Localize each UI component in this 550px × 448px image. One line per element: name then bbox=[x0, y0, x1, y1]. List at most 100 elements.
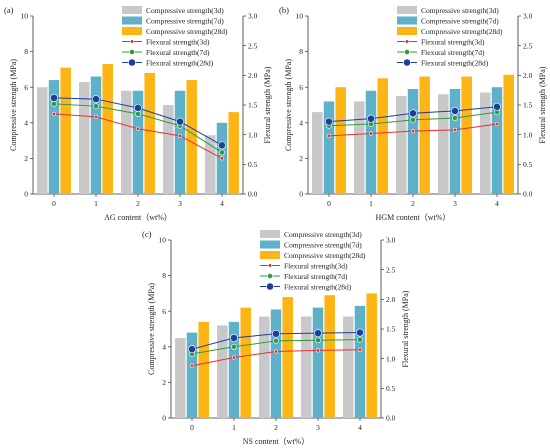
data-point bbox=[273, 337, 279, 344]
legend-label: Flexural strength(7d) bbox=[146, 48, 210, 57]
data-point bbox=[315, 337, 321, 344]
legend-marker bbox=[267, 273, 273, 279]
legend-swatch bbox=[260, 230, 280, 238]
data-point bbox=[219, 156, 225, 161]
legend-label: Compressive strength(3d) bbox=[146, 6, 224, 15]
legend-label: Flexural strength(3d) bbox=[146, 37, 210, 46]
bar bbox=[132, 90, 144, 194]
data-point bbox=[452, 127, 458, 133]
legend-label: Flexural strength(28d) bbox=[421, 58, 489, 67]
x-tick-label: 3 bbox=[178, 199, 182, 208]
bar bbox=[48, 80, 60, 194]
y-tick-label: 8 bbox=[162, 271, 166, 280]
bar bbox=[198, 321, 209, 418]
legend-swatch bbox=[122, 27, 142, 35]
data-point bbox=[410, 116, 416, 123]
y2-tick-label: 2.0 bbox=[248, 71, 258, 80]
bar bbox=[343, 316, 354, 418]
bar bbox=[503, 74, 514, 194]
panel-label: (a) bbox=[4, 5, 14, 15]
bar bbox=[144, 72, 155, 194]
y2-tick-label: 1.0 bbox=[386, 354, 396, 363]
bar bbox=[37, 87, 48, 194]
bar bbox=[282, 296, 293, 418]
legend-label: Flexural strength(7d) bbox=[421, 48, 485, 57]
data-point bbox=[356, 328, 364, 337]
y-tick-label: 8 bbox=[24, 47, 28, 56]
y-tick-label: 2 bbox=[24, 154, 28, 163]
x-tick-label: 1 bbox=[232, 423, 236, 432]
legend-label: Flexural strength(3d) bbox=[421, 37, 485, 46]
bar bbox=[480, 92, 491, 194]
y2-tick-label: 2.5 bbox=[523, 41, 533, 50]
y-tick-label: 4 bbox=[162, 342, 166, 351]
data-point bbox=[93, 103, 99, 110]
bar bbox=[438, 94, 449, 194]
legend-marker bbox=[403, 58, 411, 67]
bar bbox=[240, 307, 251, 418]
legend-label: Flexural strength(7d) bbox=[284, 272, 348, 281]
bar bbox=[354, 305, 366, 418]
bar bbox=[228, 112, 239, 194]
x-tick-label: 2 bbox=[411, 199, 415, 208]
data-point bbox=[50, 93, 58, 102]
legend-label: Flexural strength(28d) bbox=[146, 58, 214, 67]
data-point bbox=[176, 117, 184, 126]
legend-swatch bbox=[397, 6, 417, 14]
bar bbox=[186, 80, 197, 194]
data-point bbox=[272, 329, 280, 338]
x-tick-label: 0 bbox=[52, 199, 56, 208]
bar bbox=[365, 90, 377, 194]
y-tick-label: 6 bbox=[162, 307, 166, 316]
data-point bbox=[51, 100, 57, 107]
y2-tick-label: 1.0 bbox=[523, 130, 533, 139]
data-point bbox=[410, 129, 416, 134]
bar bbox=[121, 90, 132, 194]
data-point bbox=[51, 111, 57, 116]
bar bbox=[461, 76, 472, 194]
chart-svg: (b) 0 2 4 6 8 10 0.0 0.5 1.0 1.5 2.0 2.5 3.0 0 1 2 3 4 HGM … bbox=[279, 5, 547, 222]
x-tick-label: 2 bbox=[136, 199, 140, 208]
y2-tick-label: 2.0 bbox=[386, 295, 396, 304]
legend-marker bbox=[129, 49, 135, 55]
y2-tick-label: 0.5 bbox=[248, 160, 258, 169]
y-tick-label: 0 bbox=[162, 414, 166, 423]
y-tick-label: 0 bbox=[24, 190, 28, 199]
legend-label: Compressive strength(7d) bbox=[421, 17, 499, 26]
data-point bbox=[231, 355, 237, 360]
legend-label: Compressive strength(28d) bbox=[421, 27, 503, 36]
bar bbox=[175, 337, 186, 418]
y-axis-title: Compressive strength (MPa) bbox=[284, 59, 293, 151]
y2-tick-label: 3.0 bbox=[248, 12, 258, 21]
data-point bbox=[368, 131, 374, 136]
bar bbox=[217, 325, 228, 418]
legend-swatch bbox=[260, 251, 280, 259]
data-point bbox=[93, 114, 99, 119]
chart-svg: (a) 0 2 4 6 8 10 0.0 0.5 1.0 1.5 2.0 2.5 3.0 0 1 2 3 4 AG c… bbox=[4, 5, 272, 222]
y2-tick-label: 1.5 bbox=[523, 101, 533, 110]
data-point bbox=[367, 114, 375, 123]
y2-tick-label: 0.5 bbox=[386, 384, 396, 393]
y2-tick-label: 1.0 bbox=[248, 130, 258, 139]
chart-panel-a: (a) 0 2 4 6 8 10 0.0 0.5 1.0 1.5 2.0 2.5 3.0 0 1 2 3 4 AG c… bbox=[0, 0, 275, 224]
data-point bbox=[273, 349, 279, 354]
bar bbox=[407, 88, 419, 194]
y2-tick-label: 0.0 bbox=[386, 414, 396, 423]
y-tick-label: 10 bbox=[296, 12, 304, 21]
x-tick-label: 4 bbox=[495, 199, 499, 208]
x-tick-label: 4 bbox=[358, 423, 362, 432]
bar bbox=[163, 105, 174, 194]
y2-tick-label: 2.5 bbox=[386, 265, 396, 274]
data-point bbox=[135, 126, 141, 131]
y2-tick-label: 2.0 bbox=[523, 71, 533, 80]
data-point bbox=[357, 347, 363, 352]
y-tick-label: 4 bbox=[24, 118, 28, 127]
bar bbox=[366, 293, 377, 418]
legend-marker bbox=[266, 282, 274, 291]
y2-tick-label: 1.5 bbox=[248, 101, 258, 110]
x-tick-label: 2 bbox=[274, 423, 278, 432]
bar bbox=[205, 135, 216, 194]
bar bbox=[186, 332, 198, 418]
bar bbox=[228, 321, 240, 418]
data-point bbox=[493, 102, 501, 111]
